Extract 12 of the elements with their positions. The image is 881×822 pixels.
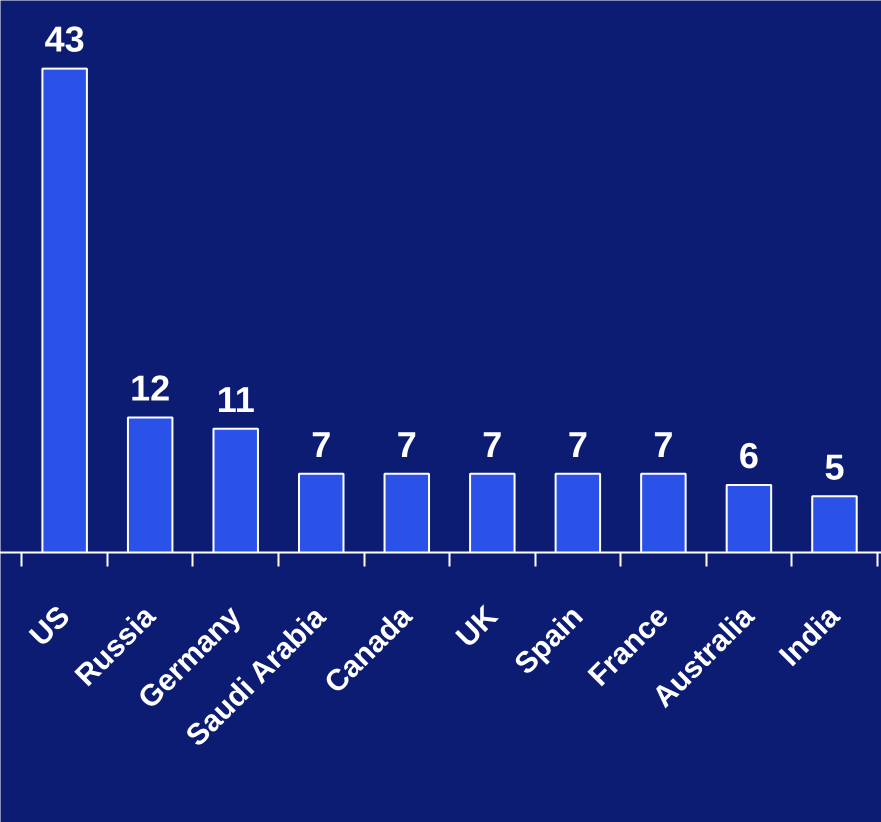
data-label: 11 (216, 378, 255, 420)
data-label: 12 (130, 368, 170, 409)
data-label: 6 (738, 435, 759, 476)
data-label: 7 (482, 424, 502, 465)
x-tick-label: US (24, 600, 76, 653)
data-label: 7 (396, 424, 417, 465)
data-label: 7 (311, 424, 332, 465)
data-label: 43 (44, 18, 85, 60)
data-label: 7 (653, 424, 674, 465)
data-label: 7 (568, 424, 588, 465)
data-label: 5 (824, 446, 844, 488)
x-tick-label: UK (450, 600, 504, 654)
